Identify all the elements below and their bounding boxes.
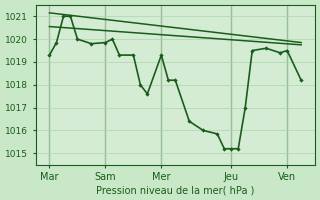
X-axis label: Pression niveau de la mer( hPa ): Pression niveau de la mer( hPa ) xyxy=(96,185,254,195)
